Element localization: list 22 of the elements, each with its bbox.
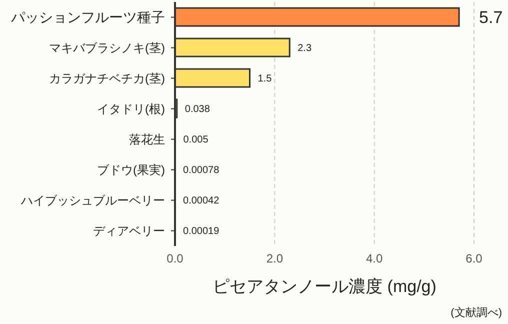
x-tick-label: 2.0 <box>266 252 284 266</box>
data-label: 1.5 <box>258 74 272 84</box>
data-label: 0.00078 <box>183 165 220 176</box>
y-tick-label: マキバブラシノキ(茎) <box>49 40 165 55</box>
data-label: 0.00019 <box>183 226 220 237</box>
y-tick-label: パッションフルーツ種子 <box>10 9 165 26</box>
data-label: 0.00042 <box>183 196 220 206</box>
data-label: 2.3 <box>298 43 312 54</box>
y-tick-label: 落花生 <box>129 132 165 146</box>
y-tick-label: カラガナチベチカ(茎) <box>49 71 165 86</box>
data-label: 0.038 <box>184 104 210 115</box>
y-tick-label: ディアベリー <box>93 224 165 238</box>
data-label: 0.005 <box>183 134 209 146</box>
x-axis-title: ピセアタンノール濃度 (mg/g) <box>212 277 436 296</box>
data-label: 5.7 <box>479 8 503 27</box>
x-tick-label: 0.0 <box>166 252 184 266</box>
x-tick-label: 4.0 <box>366 252 383 266</box>
y-tick-label: ハイブッシュブルーベリー <box>20 193 165 208</box>
y-tick-label: ブドウ(果実) <box>97 162 165 177</box>
text: (文献調べ) <box>450 306 502 320</box>
x-tick-label: 6.0 <box>466 252 483 266</box>
y-tick-label: イタドリ(根) <box>97 102 165 116</box>
